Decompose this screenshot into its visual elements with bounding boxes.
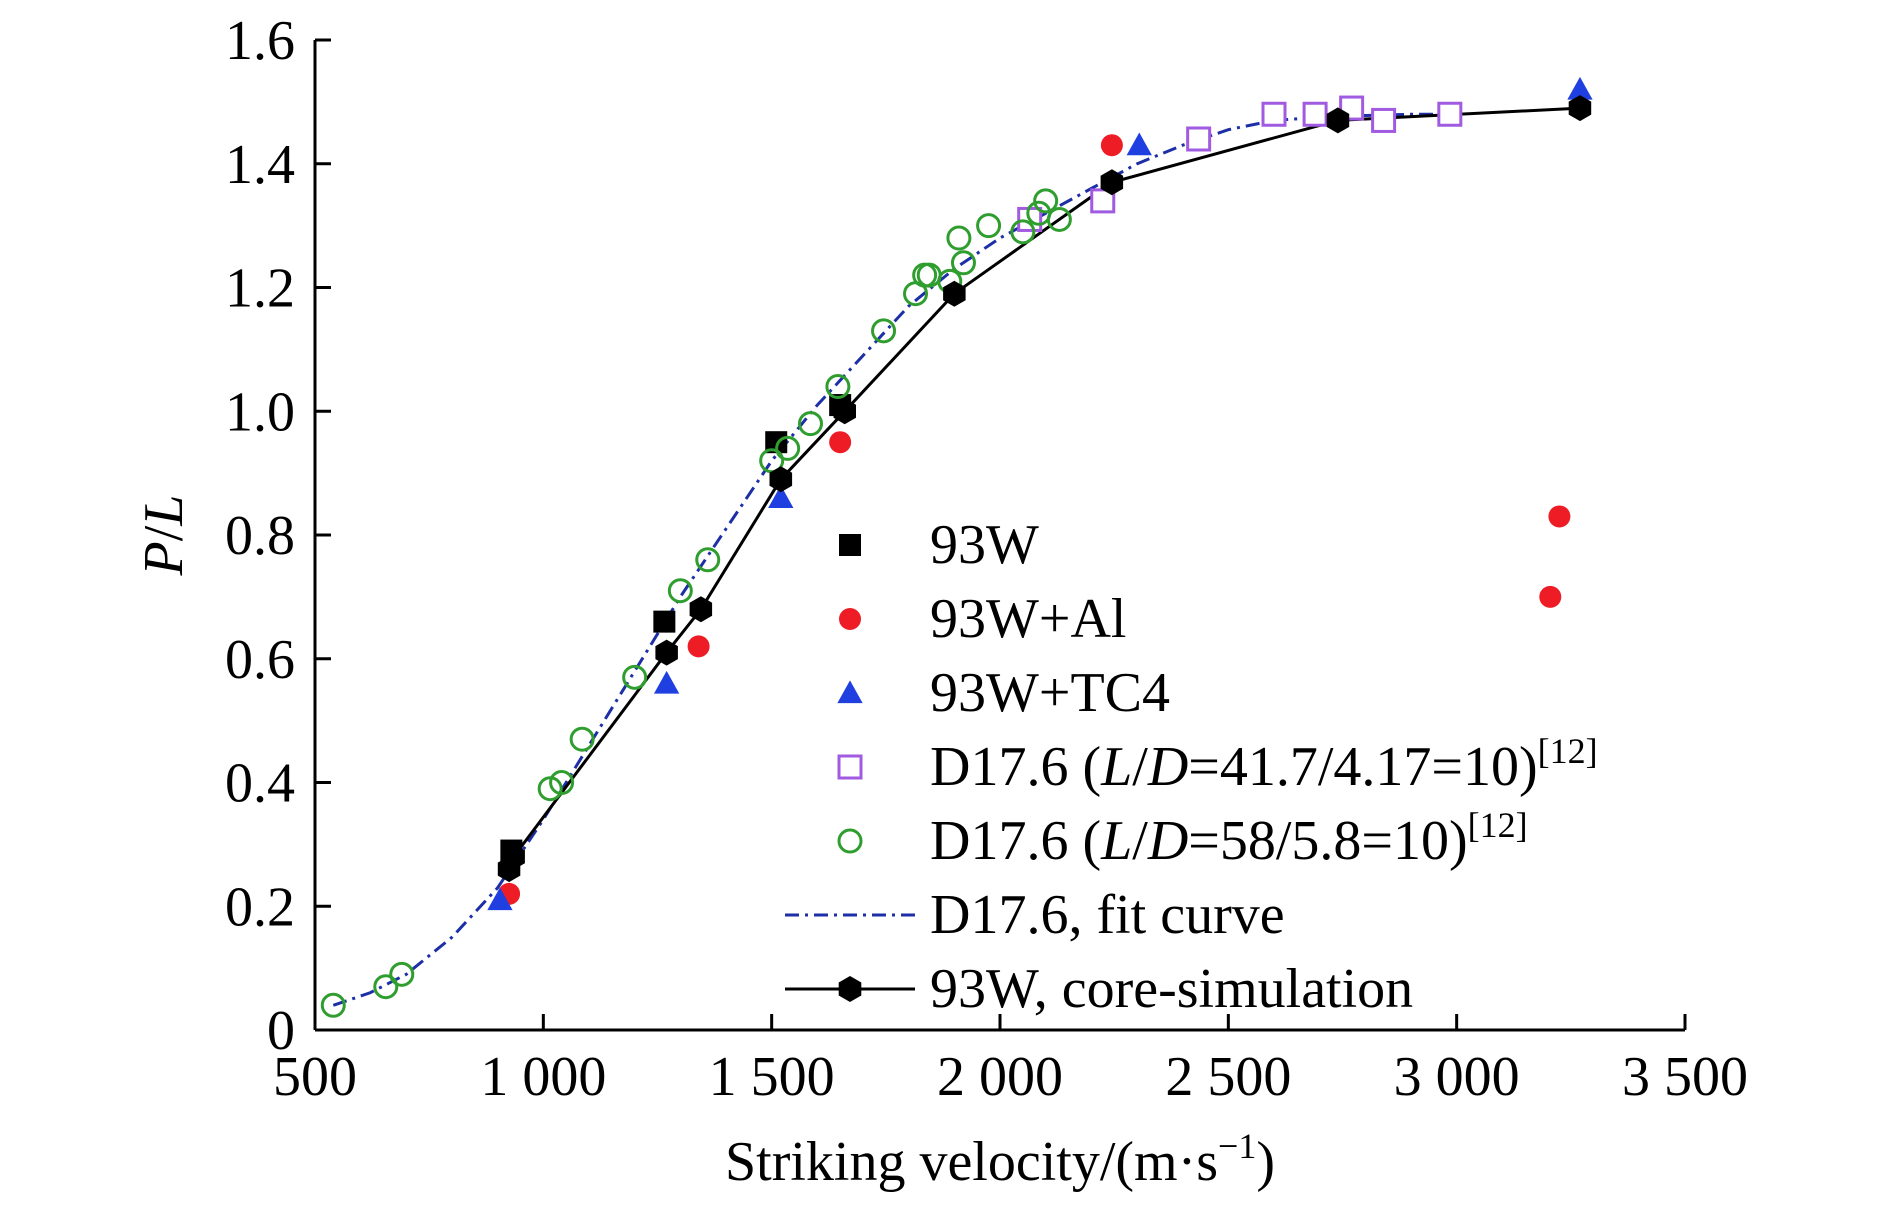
legend-entry-fit-curve: D17.6, fit curve (785, 884, 1285, 946)
data-point (1567, 76, 1593, 100)
legend-entry-93w: 93W (839, 514, 1039, 576)
data-point (797, 411, 823, 437)
x-tick-label: 2 500 (1165, 1046, 1291, 1108)
data-point (1539, 585, 1562, 608)
data-point (825, 374, 851, 399)
data-point (549, 770, 575, 795)
legend-entry-93w-al: 93W+Al (839, 588, 1126, 650)
y-ticks: 0 0.2 0.4 0.6 0.8 1.0 1.2 1.4 1.6 (225, 10, 331, 1062)
y-tick-label: 0.2 (225, 876, 295, 938)
x-tick-label: 1 500 (709, 1046, 835, 1108)
data-point (653, 610, 676, 633)
data-point (655, 639, 678, 666)
y-tick-label: 1.6 (225, 10, 295, 72)
data-point (775, 435, 801, 461)
data-point (1186, 126, 1212, 152)
data-point (1046, 206, 1072, 232)
legend-marker (838, 976, 862, 1002)
data-point (320, 992, 346, 1018)
data-point (943, 280, 966, 307)
series-line-6 (507, 106, 1581, 870)
data-point (1568, 95, 1592, 122)
legend-label-fit-curve: D17.6, fit curve (930, 884, 1285, 946)
data-point (502, 843, 525, 870)
data-point (769, 466, 793, 493)
legend-entry-core-simulation: 93W, core-simulation (785, 958, 1413, 1020)
legend-symbol-93w (839, 534, 861, 556)
data-point (667, 578, 693, 604)
y-tick-label: 1.4 (225, 134, 295, 196)
data-point (1261, 101, 1287, 127)
data-point (1100, 134, 1123, 157)
legend: 93W 93W+Al 93W+TC4 D17.6 (L/D=41.7/4.17=… (785, 514, 1598, 1020)
legend-symbol-93w-tc4 (837, 680, 863, 704)
y-tick-label: 1.2 (225, 258, 295, 320)
data-point (1126, 132, 1152, 156)
y-tick-label: 0.6 (225, 629, 295, 691)
data-point (1326, 107, 1350, 134)
data-point (689, 596, 713, 623)
data-point (765, 431, 788, 454)
legend-symbol-93w-al (839, 608, 861, 630)
legend-marker (837, 754, 863, 780)
legend-entry-d176-large: D17.6 (L/D=58/5.8=10)[12] (837, 805, 1528, 872)
x-axis-title: Striking velocity/(m·s−1) (725, 1126, 1275, 1193)
data-point (389, 961, 415, 987)
data-point (976, 213, 1002, 239)
data-point (1437, 101, 1463, 127)
data-point (1302, 101, 1328, 127)
x-tick-label: 3 000 (1394, 1046, 1520, 1108)
data-point (687, 635, 710, 658)
x-ticks: 500 1 000 1 500 2 000 2 500 3 000 3 500 (273, 1014, 1748, 1108)
data-point (569, 726, 595, 752)
legend-label-93w-al: 93W+Al (930, 588, 1126, 650)
data-point (871, 318, 897, 344)
legend-symbol-d176-small (837, 754, 863, 780)
legend-label-d176-large: D17.6 (L/D=58/5.8=10)[12] (930, 805, 1528, 872)
y-tick-label: 0.8 (225, 505, 295, 567)
data-point (1010, 219, 1036, 245)
y-tick-label: 0.4 (225, 753, 295, 815)
data-point (653, 670, 680, 694)
legend-label-93w: 93W (930, 514, 1039, 576)
x-tick-label: 500 (273, 1046, 357, 1108)
data-point (373, 974, 399, 1000)
legend-entry-d176-small: D17.6 (L/D=41.7/4.17=10)[12] (837, 731, 1598, 798)
legend-marker (839, 534, 861, 556)
data-point (829, 431, 852, 454)
legend-label-core-simulation: 93W, core-simulation (930, 958, 1413, 1020)
legend-marker (837, 828, 863, 854)
data-point (622, 664, 648, 690)
x-tick-label: 1 000 (480, 1046, 606, 1108)
legend-marker (837, 680, 863, 704)
data-point (1548, 505, 1571, 528)
series-markers (320, 76, 1593, 1018)
data-point (946, 225, 972, 251)
data-point (1100, 169, 1124, 196)
data-point (768, 485, 794, 508)
legend-label-d176-small: D17.6 (L/D=41.7/4.17=10)[12] (930, 731, 1598, 798)
legend-marker (839, 608, 861, 630)
legend-symbol-core-simulation (785, 976, 915, 1002)
y-tick-label: 1.0 (225, 381, 295, 443)
data-point (695, 547, 721, 573)
legend-symbol-d176-large (837, 828, 863, 854)
legend-entry-93w-tc4: 93W+TC4 (837, 662, 1170, 724)
x-tick-label: 2 000 (937, 1046, 1063, 1108)
x-tick-label: 3 500 (1622, 1046, 1748, 1108)
data-point (487, 887, 513, 911)
y-tick-label: 0 (267, 1000, 295, 1062)
data-point (833, 398, 856, 425)
data-point (1371, 107, 1397, 133)
legend-label-93w-tc4: 93W+TC4 (930, 662, 1170, 724)
data-point (1033, 188, 1059, 214)
y-axis-title: P/L (133, 495, 195, 577)
data-point (950, 250, 976, 276)
